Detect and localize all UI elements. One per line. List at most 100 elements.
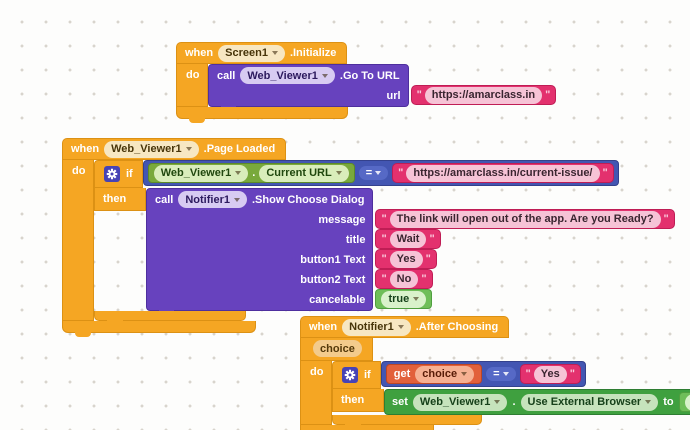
chevron-down-icon (335, 171, 342, 175)
chevron-down-icon (235, 171, 242, 175)
event-block-screen-initialize[interactable]: when Screen1 .Initialize do call Web_Vie… (176, 42, 557, 123)
method-name: .Go To URL (339, 69, 400, 82)
string-value[interactable]: Yes (389, 250, 423, 268)
string-block-yes[interactable]: Yes (519, 364, 581, 384)
logic-dropdown-true[interactable]: true (684, 393, 690, 411)
event-block-page-loaded[interactable]: when Web_Viewer1 .Page Loaded do (62, 138, 675, 337)
then-label: then (103, 193, 127, 205)
mutator-gear-icon[interactable] (342, 367, 358, 383)
string-value[interactable]: https://amarclass.in/current-issue/ (406, 164, 600, 182)
string-value[interactable]: No (389, 270, 419, 288)
chevron-down-icon (494, 400, 501, 404)
chevron-down-icon (375, 171, 382, 175)
property-dropdown-current-url[interactable]: Current URL (259, 164, 349, 182)
component-dropdown-screen1[interactable]: Screen1 (218, 44, 285, 62)
component-dropdown-notifier1[interactable]: Notifier1 (178, 191, 247, 208)
method-name: .Show Choose Dialog (251, 193, 365, 206)
chevron-down-icon (413, 297, 420, 301)
to-label: to (663, 396, 674, 408)
event-name: .After Choosing (415, 321, 499, 333)
event-param-row: choice (300, 338, 373, 361)
event-header[interactable]: when Notifier1 .After Choosing (300, 316, 510, 338)
if-block[interactable]: if get choice = (332, 361, 690, 429)
if-label: if (126, 168, 133, 180)
event-header[interactable]: when Screen1 .Initialize (176, 42, 348, 64)
set-property-block[interactable]: set Web_Viewer1 . Use External Browser t… (384, 389, 690, 415)
block-footer (62, 321, 256, 337)
operator-dropdown[interactable]: = (486, 367, 516, 381)
variable-dropdown-choice[interactable]: choice (415, 365, 475, 383)
set-label: set (392, 396, 408, 408)
arg-label-message: message (318, 214, 366, 226)
mutator-gear-icon[interactable] (104, 166, 120, 182)
property-dropdown-use-external-browser[interactable]: Use External Browser (520, 393, 659, 411)
arg-label-url: url (386, 90, 401, 102)
event-name: .Page Loaded (203, 143, 276, 155)
string-block-button1[interactable]: Yes (375, 249, 437, 269)
block-footer (176, 107, 348, 123)
param-choice[interactable]: choice (313, 340, 362, 357)
string-value[interactable]: Yes (533, 365, 567, 383)
component-dropdown-webviewer1[interactable]: Web_Viewer1 (104, 140, 199, 158)
do-label: do (186, 69, 200, 81)
string-block-current-issue-url[interactable]: https://amarclass.in/current-issue/ (392, 163, 614, 183)
component-dropdown-webviewer1[interactable]: Web_Viewer1 (412, 393, 508, 411)
if-footer (332, 415, 482, 429)
do-column: do (62, 160, 94, 321)
chevron-down-icon (397, 325, 404, 329)
string-value[interactable]: https://amarclass.in (424, 86, 543, 104)
call-label: call (155, 193, 174, 206)
string-block-url[interactable]: https://amarclass.in (410, 85, 557, 105)
then-column: then (332, 389, 384, 412)
call-show-choose-dialog-block[interactable]: call Notifier1 .Show Choose Dialog messa… (146, 188, 675, 316)
arg-label-button2-text: button2 Text (300, 274, 366, 286)
do-label: do (72, 165, 86, 177)
event-name: .Initialize (289, 47, 337, 59)
string-block-button2[interactable]: No (375, 269, 433, 289)
equals-compare-block[interactable]: get choice = Yes (380, 361, 586, 387)
if-footer (94, 311, 246, 325)
chevron-down-icon (645, 400, 652, 404)
block-footer (300, 425, 434, 430)
call-label: call (217, 69, 236, 82)
string-value[interactable]: The link will open out of the app. Are y… (389, 210, 661, 228)
event-block-after-choosing[interactable]: when Notifier1 .After Choosing choice do (300, 316, 690, 430)
get-label: get (393, 368, 411, 380)
logic-true-block[interactable]: true (678, 392, 690, 412)
string-block-message[interactable]: The link will open out of the app. Are y… (375, 209, 675, 229)
when-label: when (309, 321, 338, 333)
component-dropdown-webviewer1[interactable]: Web_Viewer1 (153, 164, 249, 182)
logic-dropdown-true[interactable]: true (381, 290, 427, 308)
if-block[interactable]: if Web_Viewer1 . Current URL (94, 160, 675, 325)
component-dropdown-notifier1[interactable]: Notifier1 (342, 318, 411, 336)
string-block-title[interactable]: Wait (375, 229, 441, 249)
property-getter-current-url[interactable]: Web_Viewer1 . Current URL (147, 163, 355, 183)
do-label: do (310, 366, 324, 378)
string-value[interactable]: Wait (389, 230, 427, 248)
chevron-down-icon (233, 197, 240, 202)
component-dropdown-webviewer1[interactable]: Web_Viewer1 (240, 67, 335, 84)
chevron-down-icon (502, 372, 509, 376)
dot-separator: . (252, 167, 256, 179)
operator-dropdown[interactable]: = (358, 166, 389, 180)
chevron-down-icon (185, 147, 192, 151)
chevron-down-icon (461, 372, 468, 376)
do-column: do (176, 64, 208, 107)
then-label: then (341, 394, 365, 406)
if-label: if (364, 369, 371, 381)
chevron-down-icon (321, 73, 328, 78)
event-header[interactable]: when Web_Viewer1 .Page Loaded (62, 138, 287, 160)
do-column: do (300, 361, 332, 425)
arg-label-cancelable: cancelable (309, 294, 366, 306)
chevron-down-icon (271, 51, 278, 55)
then-column: then (94, 188, 146, 211)
when-label: when (185, 47, 214, 59)
equals-compare-block[interactable]: Web_Viewer1 . Current URL = (142, 160, 619, 186)
arg-label-button1-text: button1 Text (300, 254, 366, 266)
when-label: when (71, 143, 100, 155)
logic-true-block[interactable]: true (375, 289, 433, 309)
get-variable-block[interactable]: get choice (385, 364, 483, 384)
dot-separator: . (512, 396, 516, 408)
call-gotourl-block[interactable]: call Web_Viewer1 .Go To URL url (208, 64, 557, 112)
